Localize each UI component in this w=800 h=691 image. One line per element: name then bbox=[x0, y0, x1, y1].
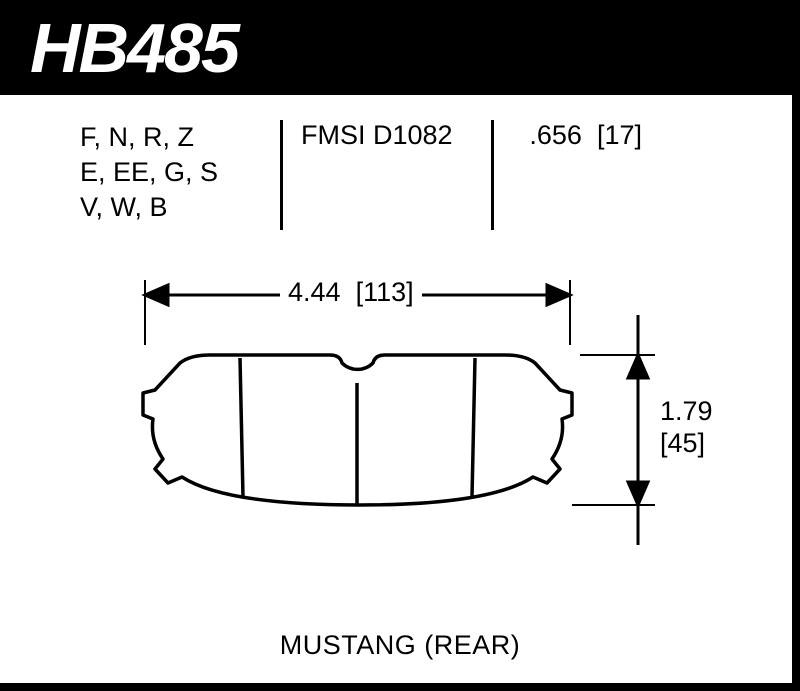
compounds-line-3: V, W, B bbox=[80, 190, 280, 225]
compounds-line-2: E, EE, G, S bbox=[80, 155, 280, 190]
separator-2 bbox=[491, 120, 494, 230]
thickness-mm: [17] bbox=[597, 120, 642, 150]
application-label: MUSTANG (REAR) bbox=[0, 630, 800, 661]
height-mm: [45] bbox=[660, 427, 713, 459]
width-dim-label: 4.44 [113] bbox=[280, 277, 422, 308]
width-mm: [113] bbox=[356, 277, 414, 307]
info-row: F, N, R, Z E, EE, G, S V, W, B FMSI D108… bbox=[80, 120, 720, 230]
brake-pad-diagram: 4.44 [113] 1.79 [45] bbox=[60, 255, 740, 595]
part-number: HB485 bbox=[30, 8, 238, 88]
width-inches: 4.44 bbox=[288, 277, 341, 307]
height-dim-label: 1.79 [45] bbox=[660, 395, 713, 460]
compound-codes: F, N, R, Z E, EE, G, S V, W, B bbox=[80, 120, 280, 230]
height-inches: 1.79 bbox=[660, 395, 713, 427]
header-bar: HB485 bbox=[0, 0, 800, 95]
fmsi-code: FMSI D1082 bbox=[301, 120, 491, 230]
separator-1 bbox=[280, 120, 283, 230]
compounds-line-1: F, N, R, Z bbox=[80, 120, 280, 155]
thickness-value: .656 [17] bbox=[512, 120, 652, 230]
pad-outline bbox=[143, 355, 572, 505]
height-dimension bbox=[572, 315, 655, 545]
thickness-inches: .656 bbox=[529, 120, 582, 150]
